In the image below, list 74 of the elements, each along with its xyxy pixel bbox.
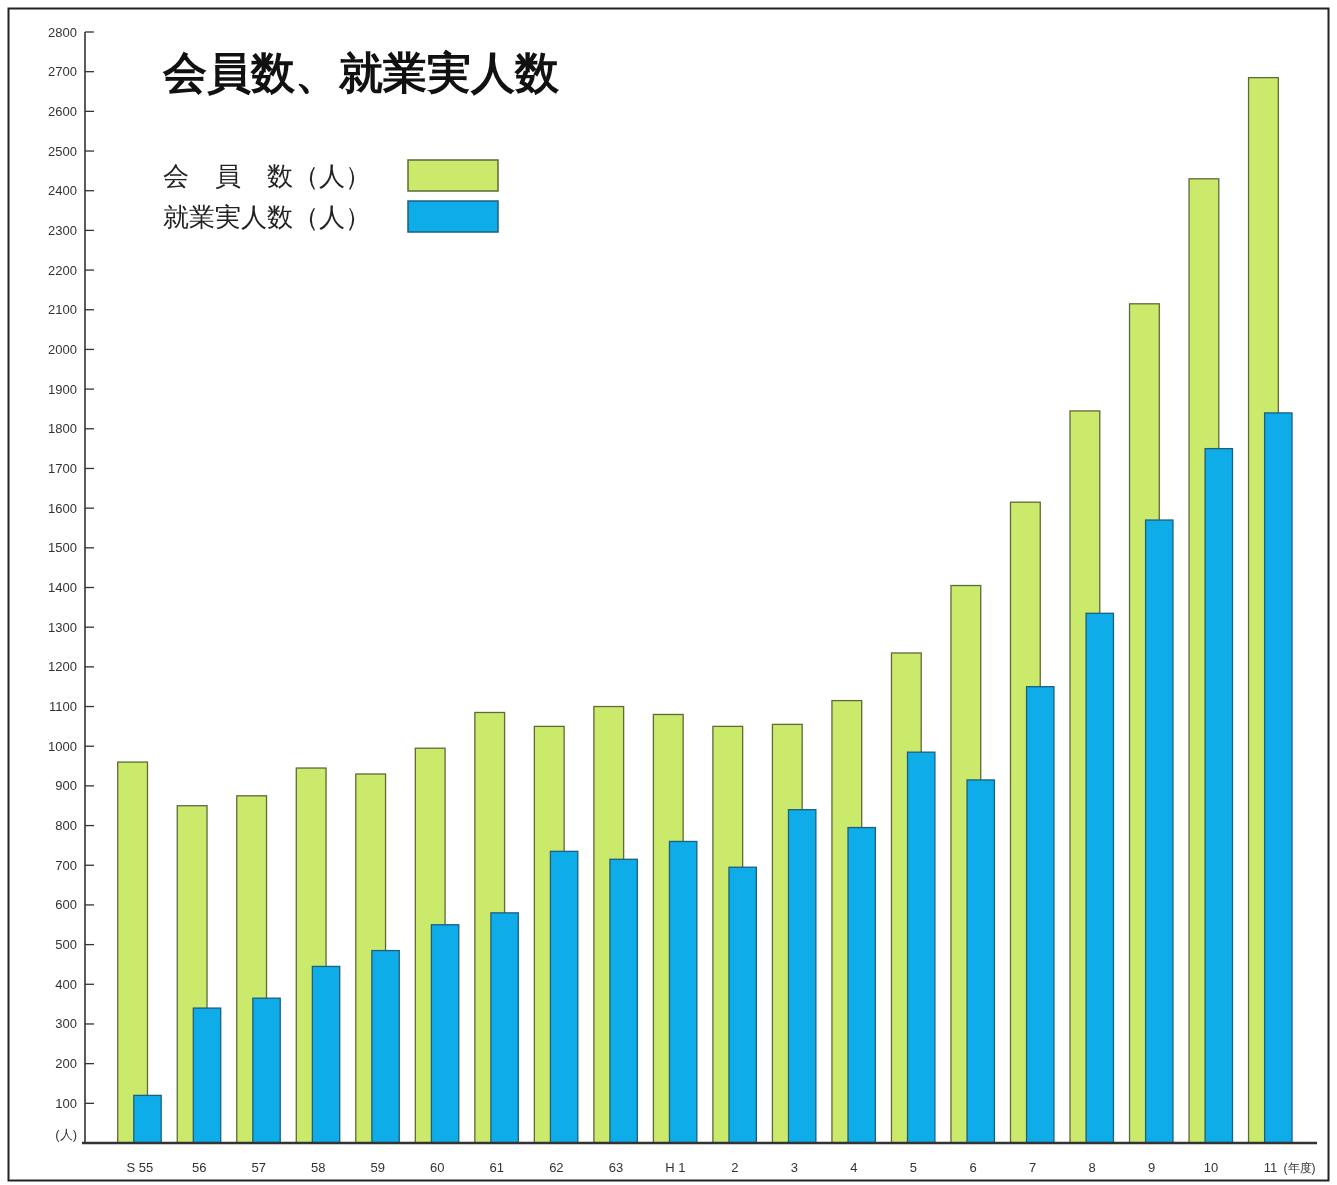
y-tick-label: 2000	[48, 341, 77, 357]
bar	[906, 751, 936, 1144]
y-tick-label: 2300	[48, 222, 77, 238]
x-axis-title: (年度)	[1283, 1161, 1316, 1175]
y-tick-label: 2500	[48, 143, 77, 159]
chart-title: 会員数、就業実人数	[162, 48, 560, 97]
x-tick-label: 9	[1147, 1160, 1156, 1175]
y-tick-label: 2200	[48, 262, 77, 278]
x-tick-label: 63	[608, 1160, 624, 1175]
x-tick-label: 60	[430, 1160, 445, 1175]
x-tick-label: H 1	[665, 1160, 686, 1175]
x-tick-label: 59	[370, 1160, 386, 1175]
y-tick-label: 1300	[48, 619, 77, 635]
bar	[966, 779, 996, 1144]
bar	[609, 858, 638, 1144]
x-tick-label: 61	[489, 1160, 505, 1175]
y-tick-label: 1400	[48, 580, 77, 595]
x-tick-label: 7	[1028, 1160, 1037, 1175]
x-tick-label: S 55	[126, 1160, 154, 1175]
y-tick-label: 200	[55, 1056, 77, 1072]
y-tick-label: 400	[55, 976, 77, 992]
x-tick-label: 62	[549, 1160, 564, 1175]
x-tick-label: 8	[1088, 1160, 1096, 1175]
y-tick-label: 1600	[48, 500, 77, 516]
y-tick-label: 900	[55, 778, 77, 794]
y-tick-label: 1200	[48, 659, 77, 675]
bar	[490, 912, 519, 1144]
legend-label: 就業実人数（人）	[163, 202, 371, 232]
y-tick-label: 2600	[48, 103, 77, 119]
y-tick-label: 2400	[48, 183, 77, 199]
bar	[1204, 447, 1234, 1144]
y-tick-label: 300	[55, 1016, 77, 1032]
bar	[133, 1094, 162, 1144]
bar	[1144, 519, 1174, 1144]
x-tick-label: 5	[909, 1160, 918, 1175]
y-tick-label: 700	[55, 857, 77, 873]
bar	[1263, 412, 1293, 1144]
x-tick-label: 10	[1203, 1160, 1219, 1175]
bar	[549, 850, 579, 1144]
bar	[787, 809, 817, 1144]
y-tick-label: 1100	[49, 699, 77, 715]
bar	[252, 997, 281, 1144]
y-tick-label: 1000	[48, 738, 77, 754]
x-tick-label: 2	[731, 1160, 739, 1175]
bar	[311, 965, 341, 1144]
bar	[728, 866, 757, 1144]
bar	[1085, 612, 1115, 1144]
y-axis-title: (人)	[55, 1126, 77, 1142]
y-tick-label: 600	[55, 897, 77, 913]
y-tick-label: 100	[55, 1095, 77, 1111]
x-tick-label: 4	[850, 1160, 858, 1175]
y-tick-label: 1500	[48, 540, 77, 556]
x-tick-label: 11	[1263, 1160, 1278, 1175]
y-tick-label: 2100	[48, 302, 77, 318]
bar	[371, 949, 400, 1144]
bar	[1025, 686, 1055, 1144]
legend-label: 会 員 数（人）	[163, 161, 371, 191]
bar	[117, 761, 149, 1144]
x-tick-label: 56	[192, 1160, 207, 1175]
y-tick-label: 1700	[48, 460, 77, 476]
bar	[668, 840, 698, 1144]
y-tick-label: 2700	[48, 64, 77, 80]
y-tick-label: 1800	[48, 421, 77, 437]
x-tick-label: 6	[969, 1160, 977, 1175]
x-tick-label: 57	[251, 1160, 267, 1175]
y-tick-label: 1900	[48, 381, 77, 397]
y-tick-label: 800	[55, 818, 77, 834]
bar	[847, 826, 877, 1144]
y-tick-label: 500	[55, 937, 77, 953]
bar	[192, 1007, 222, 1144]
x-tick-label: 58	[311, 1160, 326, 1175]
x-tick-label: 3	[790, 1160, 799, 1175]
bar	[430, 924, 460, 1144]
y-tick-label: 2800	[48, 24, 77, 40]
